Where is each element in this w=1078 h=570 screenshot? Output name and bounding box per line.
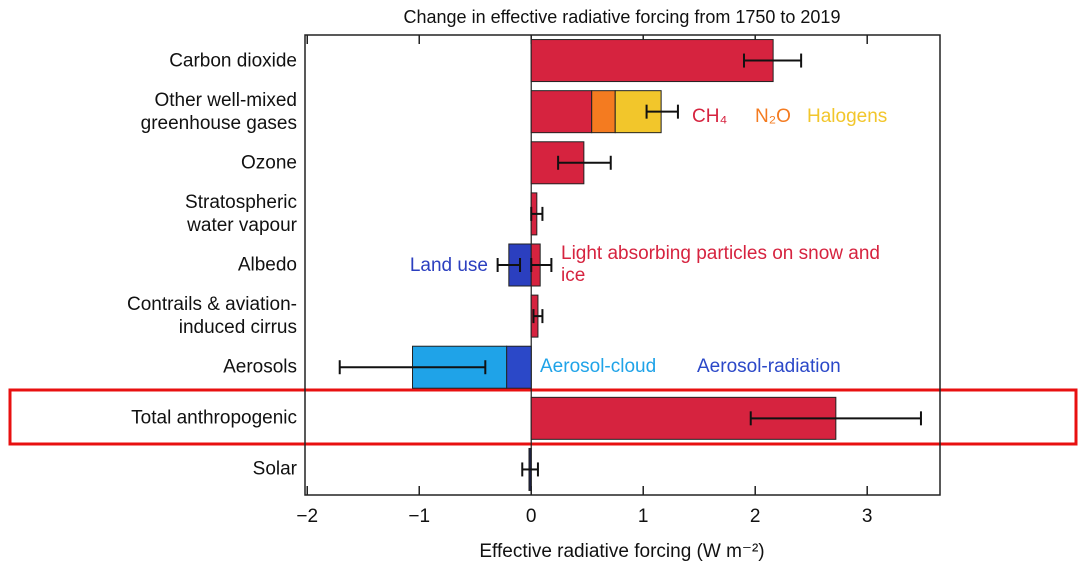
y-tick-label: Solar [252,458,297,480]
bar-segment [506,345,532,389]
highlight-box [8,388,1078,446]
x-axis-label: Effective radiative forcing (W m⁻²) [479,541,764,562]
y-tick-label: Other well-mixed greenhouse gases [140,89,297,134]
x-tick-label: −1 [408,506,430,527]
legend-label: Land use [410,255,488,276]
y-tick-label: Ozone [241,152,297,174]
error-bar [496,258,522,272]
x-tick-label: −2 [296,506,318,527]
legend-label: Aerosol-radiation [697,356,841,377]
plot-frame [304,34,941,496]
x-tick-label: 3 [862,506,873,527]
legend-label: Halogens [807,106,887,127]
y-tick-label: Contrails & aviation- induced cirrus [126,294,297,339]
y-tick-label: Aerosols [223,356,297,378]
error-bar [532,309,544,324]
chart-title: Change in effective radiative forcing fr… [404,7,841,27]
x-tick-label: 2 [750,506,761,527]
error-bar [743,53,803,68]
error-bar [521,462,539,477]
bar-segment [591,90,616,134]
legend-label: N₂O [755,106,791,127]
bar-segment [530,90,593,134]
error-bar [749,411,922,426]
y-tick-label: Carbon dioxide [169,50,297,72]
error-bar [645,104,679,119]
legend-label: CH₄ [692,106,727,127]
legend-label: Aerosol-cloud [540,356,656,377]
error-bar [338,360,487,375]
bar-segment [530,39,774,83]
x-tick-label: 1 [638,506,649,527]
error-bar [530,206,544,221]
y-tick-label: Stratospheric water vapour [185,191,297,236]
x-tick-label: 0 [526,506,537,527]
legend-label: Light absorbing particles on snow and ic… [561,243,880,286]
y-tick-label: Albedo [237,254,297,276]
y-tick-label: Total anthropogenic [131,407,297,429]
error-bar [557,155,612,170]
error-bar [530,258,553,272]
